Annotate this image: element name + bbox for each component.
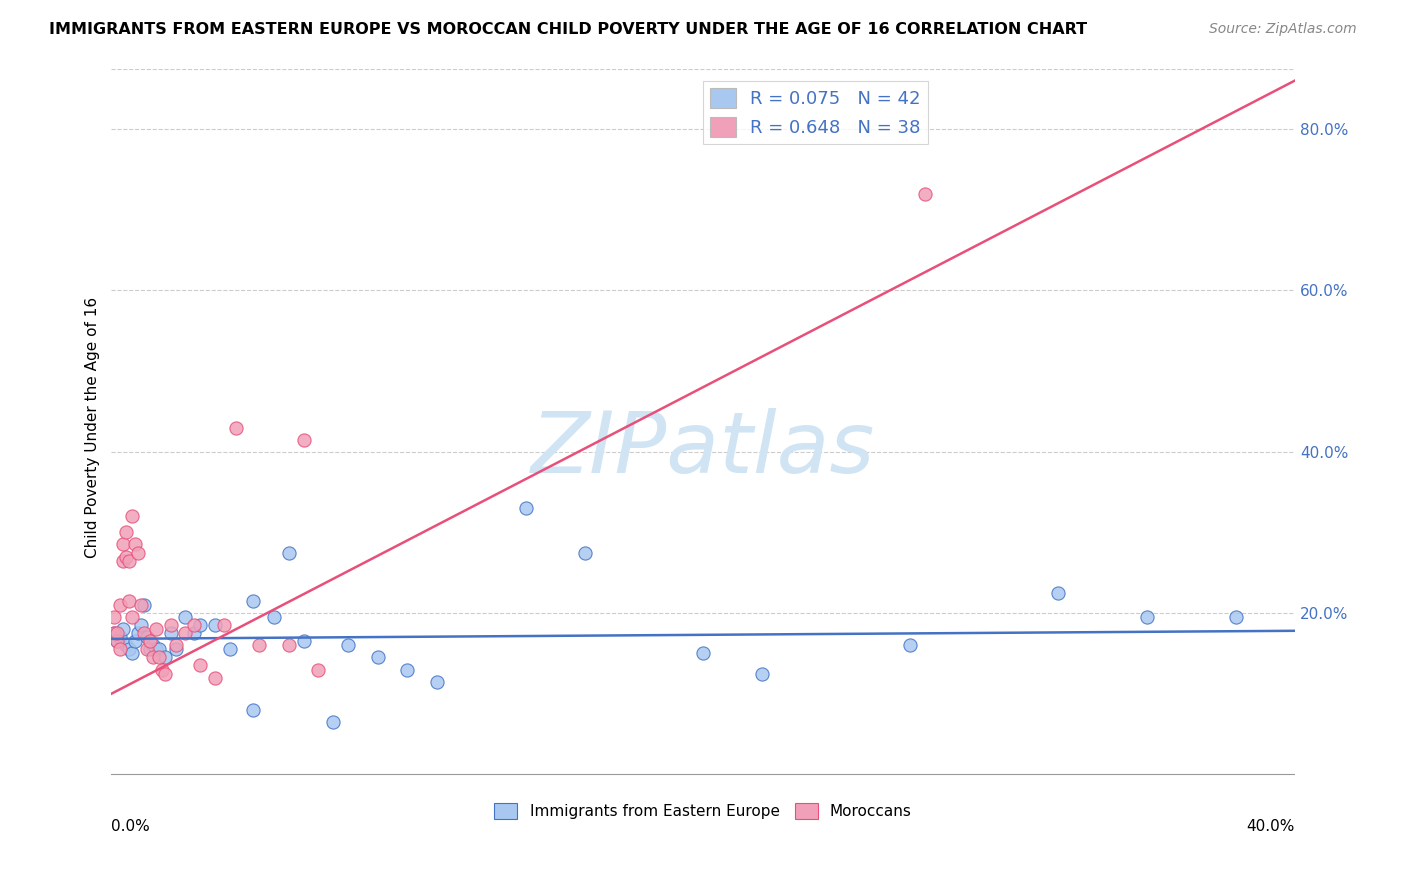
- Point: [515, 501, 537, 516]
- Point: [129, 598, 152, 612]
- Point: [150, 663, 173, 677]
- Point: [127, 626, 149, 640]
- Point: [110, 642, 132, 657]
- Point: [153, 666, 176, 681]
- Text: Source: ZipAtlas.com: Source: ZipAtlas.com: [1209, 22, 1357, 37]
- Point: [110, 630, 132, 644]
- Point: [139, 642, 162, 657]
- Point: [132, 626, 155, 640]
- Point: [242, 703, 264, 717]
- Point: [247, 638, 270, 652]
- Point: [188, 658, 211, 673]
- Point: [263, 610, 285, 624]
- Point: [188, 618, 211, 632]
- Point: [118, 642, 141, 657]
- Text: IMMIGRANTS FROM EASTERN EUROPE VS MOROCCAN CHILD POVERTY UNDER THE AGE OF 16 COR: IMMIGRANTS FROM EASTERN EUROPE VS MOROCC…: [49, 22, 1087, 37]
- Point: [105, 634, 128, 648]
- Y-axis label: Child Poverty Under the Age of 16: Child Poverty Under the Age of 16: [86, 297, 100, 558]
- Point: [1225, 610, 1247, 624]
- Point: [212, 618, 235, 632]
- Point: [337, 638, 360, 652]
- Point: [135, 630, 157, 644]
- Point: [426, 674, 449, 689]
- Point: [277, 638, 299, 652]
- Point: [121, 610, 143, 624]
- Text: ZIPatlas: ZIPatlas: [531, 408, 875, 491]
- Point: [308, 663, 330, 677]
- Point: [112, 553, 135, 567]
- Point: [148, 650, 170, 665]
- Point: [277, 545, 299, 559]
- Point: [145, 642, 167, 657]
- Point: [105, 626, 128, 640]
- Point: [183, 626, 205, 640]
- Point: [367, 650, 389, 665]
- Text: 40.0%: 40.0%: [1246, 819, 1295, 834]
- Point: [103, 626, 125, 640]
- Point: [142, 638, 165, 652]
- Point: [292, 433, 315, 447]
- Point: [148, 642, 170, 657]
- Point: [115, 549, 138, 564]
- Point: [129, 618, 152, 632]
- Point: [898, 638, 921, 652]
- Point: [103, 610, 125, 624]
- Point: [112, 622, 135, 636]
- Point: [174, 626, 197, 640]
- Point: [121, 646, 143, 660]
- Point: [142, 650, 165, 665]
- Point: [139, 634, 162, 648]
- Point: [166, 642, 188, 657]
- Point: [159, 626, 181, 640]
- Point: [914, 186, 936, 201]
- Point: [166, 638, 188, 652]
- Point: [322, 714, 344, 729]
- Point: [103, 626, 125, 640]
- Point: [218, 642, 240, 657]
- Point: [135, 642, 157, 657]
- Point: [225, 420, 247, 434]
- Point: [751, 666, 773, 681]
- Point: [692, 646, 714, 660]
- Point: [124, 537, 146, 551]
- Point: [127, 545, 149, 559]
- Point: [145, 622, 167, 636]
- Point: [396, 663, 419, 677]
- Text: 0.0%: 0.0%: [111, 819, 150, 834]
- Point: [124, 634, 146, 648]
- Point: [115, 638, 138, 652]
- Point: [1136, 610, 1159, 624]
- Legend: R = 0.075   N = 42, R = 0.648   N = 38: R = 0.075 N = 42, R = 0.648 N = 38: [703, 81, 928, 145]
- Point: [118, 553, 141, 567]
- Point: [110, 598, 132, 612]
- Point: [204, 671, 226, 685]
- Point: [292, 634, 315, 648]
- Point: [242, 594, 264, 608]
- Point: [121, 509, 143, 524]
- Point: [115, 525, 138, 540]
- Point: [183, 618, 205, 632]
- Point: [1047, 586, 1070, 600]
- Point: [574, 545, 596, 559]
- Point: [105, 634, 128, 648]
- Point: [153, 650, 176, 665]
- Point: [112, 537, 135, 551]
- Point: [159, 618, 181, 632]
- Point: [118, 594, 141, 608]
- Point: [132, 598, 155, 612]
- Point: [204, 618, 226, 632]
- Point: [174, 610, 197, 624]
